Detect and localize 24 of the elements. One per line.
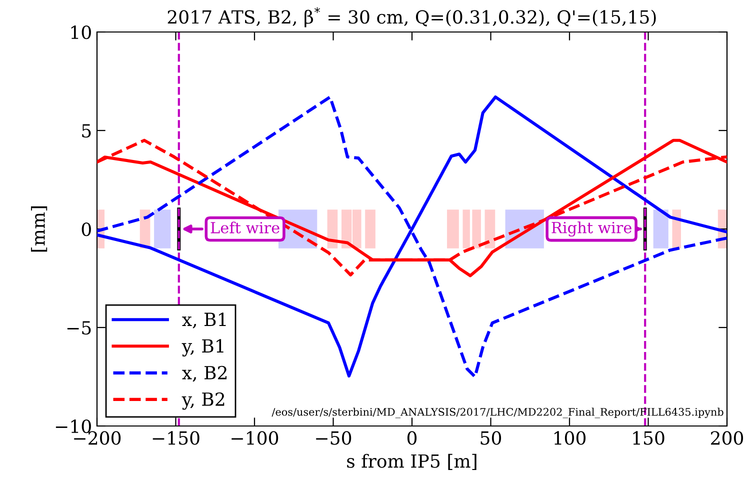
legend-label: x, B2 (182, 366, 227, 382)
x-tick-label: −50 (316, 431, 352, 445)
y-tick-label: 10 (71, 25, 91, 40)
x-tick-label: −200 (74, 431, 121, 445)
x-tick-label: −150 (152, 431, 200, 445)
legend-label: y, B1 (182, 339, 224, 356)
legend-label: x, B1 (182, 312, 226, 328)
y-axis-title: [mm] (31, 206, 48, 252)
y-tick-label: 5 (82, 124, 91, 138)
annotation: /eos/user/s/sterbini/MD_ANALYSIS/2017/LHC/MD2202_Final_Report/FILL6435.ipynb (272, 408, 724, 418)
annotation: Left wire (210, 222, 280, 234)
x-tick-label: 100 (554, 431, 586, 445)
y-tick-label: −5 (67, 321, 91, 335)
x-axis-title: s from IP5 [m] (347, 454, 476, 470)
annotation: Right wire (552, 222, 632, 236)
y-tick-label: −10 (56, 419, 91, 434)
chart-title: 2017 ATS, B2, β$^{*}$ = 30 cm, Q=(0.31,0.32), Q'=(15,15) (168, 7, 656, 28)
x-tick-label: 200 (710, 431, 744, 445)
x-tick-label: 150 (633, 431, 664, 445)
x-tick-label: −100 (232, 431, 278, 445)
y-tick-label: 0 (82, 222, 91, 236)
x-tick-label: 50 (480, 431, 502, 445)
x-tick-label: 0 (407, 431, 417, 445)
legend-label: y, B2 (182, 392, 224, 410)
